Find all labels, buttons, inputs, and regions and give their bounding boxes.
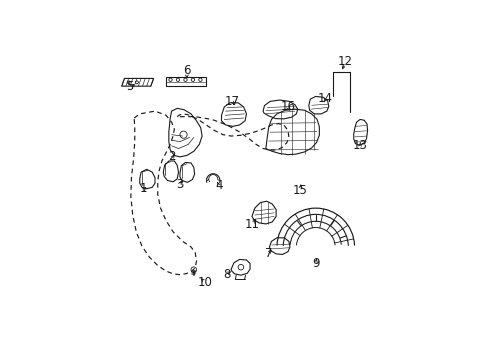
Text: 4: 4 bbox=[215, 179, 222, 193]
Text: 15: 15 bbox=[292, 184, 307, 197]
Text: 17: 17 bbox=[224, 95, 240, 108]
Text: 16: 16 bbox=[280, 100, 295, 113]
Text: 1: 1 bbox=[140, 182, 147, 195]
Text: 14: 14 bbox=[317, 92, 332, 105]
Text: 12: 12 bbox=[337, 55, 352, 68]
Text: 10: 10 bbox=[197, 276, 212, 289]
Text: 7: 7 bbox=[264, 247, 272, 260]
Text: 6: 6 bbox=[183, 64, 190, 77]
Text: 3: 3 bbox=[176, 178, 183, 191]
Text: 5: 5 bbox=[126, 80, 133, 93]
Text: 9: 9 bbox=[311, 257, 319, 270]
Text: 11: 11 bbox=[244, 218, 259, 231]
Text: 8: 8 bbox=[223, 268, 230, 281]
Text: 2: 2 bbox=[167, 150, 175, 163]
Text: 13: 13 bbox=[352, 139, 367, 152]
